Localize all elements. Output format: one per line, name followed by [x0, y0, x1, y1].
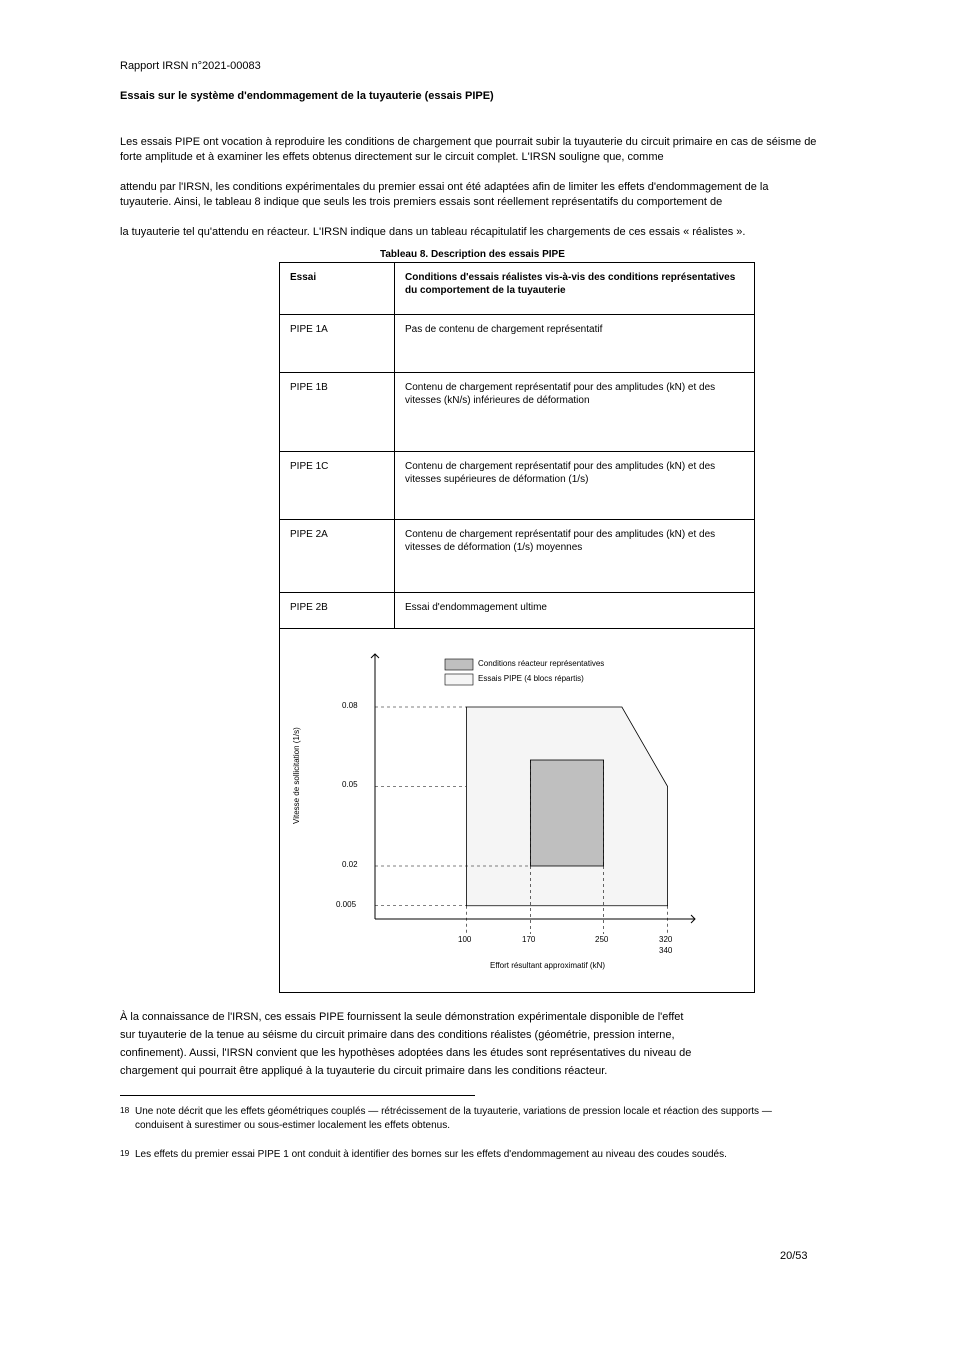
table-row: PIPE 2B Essai d'endommagement ultime: [280, 593, 754, 629]
xtick-250: 250: [595, 936, 608, 945]
table-cell-essai: PIPE 2B: [280, 593, 395, 628]
below-p4: chargement qui pourrait être appliqué à …: [120, 1064, 820, 1079]
footnote-rule: [120, 1095, 475, 1096]
intro-p3: la tuyauterie tel qu'attendu en réacteur…: [120, 225, 820, 240]
table-header-col-b: Conditions d'essais réalistes vis-à-vis …: [395, 263, 754, 314]
page-number: 20/53: [780, 1250, 808, 1262]
table-row: PIPE 1A Pas de contenu de chargement rep…: [280, 315, 754, 373]
y-axis-title: Vitesse de sollicitation (1/s): [292, 644, 301, 824]
table-cell-conditions: Contenu de chargement représentatif pour…: [395, 520, 754, 592]
below-p3: confinement). Aussi, l'IRSN convient que…: [120, 1046, 820, 1061]
table-row: PIPE 1B Contenu de chargement représenta…: [280, 373, 754, 452]
legend-label-pipe: Essais PIPE (4 blocs répartis): [478, 675, 584, 684]
below-p2: sur tuyauterie de la tenue au séisme du …: [120, 1028, 820, 1043]
xtick-340: 340: [659, 947, 672, 956]
table-cell-conditions: Contenu de chargement représentatif pour…: [395, 452, 754, 519]
x-axis-title: Effort résultant approximatif (kN): [490, 961, 605, 970]
ytick-0-005: 0.005: [336, 901, 356, 910]
ytick-0-05: 0.05: [342, 781, 358, 790]
xtick-100: 100: [458, 936, 471, 945]
intro-p2: attendu par l'IRSN, les conditions expér…: [120, 180, 820, 210]
ytick-0-02: 0.02: [342, 861, 358, 870]
table-pipe-essais: Essai Conditions d'essais réalistes vis-…: [279, 262, 755, 993]
table-cell-essai: PIPE 2A: [280, 520, 395, 592]
table-header-row: Essai Conditions d'essais réalistes vis-…: [280, 263, 754, 315]
table-cell-essai: PIPE 1C: [280, 452, 395, 519]
ytick-0-08: 0.08: [342, 702, 358, 711]
table-header-col-a: Essai: [280, 263, 395, 314]
header-report-code: Rapport IRSN n°2021-00083: [120, 60, 261, 72]
xtick-320: 320: [659, 936, 672, 945]
xtick-170: 170: [522, 936, 535, 945]
table-row: PIPE 2A Contenu de chargement représenta…: [280, 520, 754, 593]
table-cell-conditions: Contenu de chargement représentatif pour…: [395, 373, 754, 451]
footnote-2-num: 19: [120, 1148, 129, 1165]
table-row: PIPE 1C Contenu de chargement représenta…: [280, 452, 754, 520]
footnote-1-num: 18: [120, 1105, 129, 1122]
legend-label-reacteur: Conditions réacteur représentatives: [478, 660, 604, 669]
below-p1: À la connaissance de l'IRSN, ces essais …: [120, 1010, 820, 1025]
intro-p1: Les essais PIPE ont vocation à reproduir…: [120, 135, 820, 165]
footnote-2-text: Les effets du premier essai PIPE 1 ont c…: [135, 1148, 820, 1162]
footnote-1-text: Une note décrit que les effets géométriq…: [135, 1105, 820, 1132]
table-cell-essai: PIPE 1A: [280, 315, 395, 372]
table-title: Tableau 8. Description des essais PIPE: [380, 248, 565, 262]
chart-region-plot: Conditions réacteur représentatives Essa…: [280, 629, 754, 994]
legend-swatch-reacteur: [445, 659, 473, 670]
header-section-title: Essais sur le système d'endommagement de…: [120, 90, 494, 102]
legend-swatch-pipe: [445, 674, 473, 685]
region-conditions-reacteur: [530, 760, 603, 866]
table-cell-conditions: Pas de contenu de chargement représentat…: [395, 315, 754, 372]
table-cell-conditions: Essai d'endommagement ultime: [395, 593, 754, 628]
table-cell-essai: PIPE 1B: [280, 373, 395, 451]
